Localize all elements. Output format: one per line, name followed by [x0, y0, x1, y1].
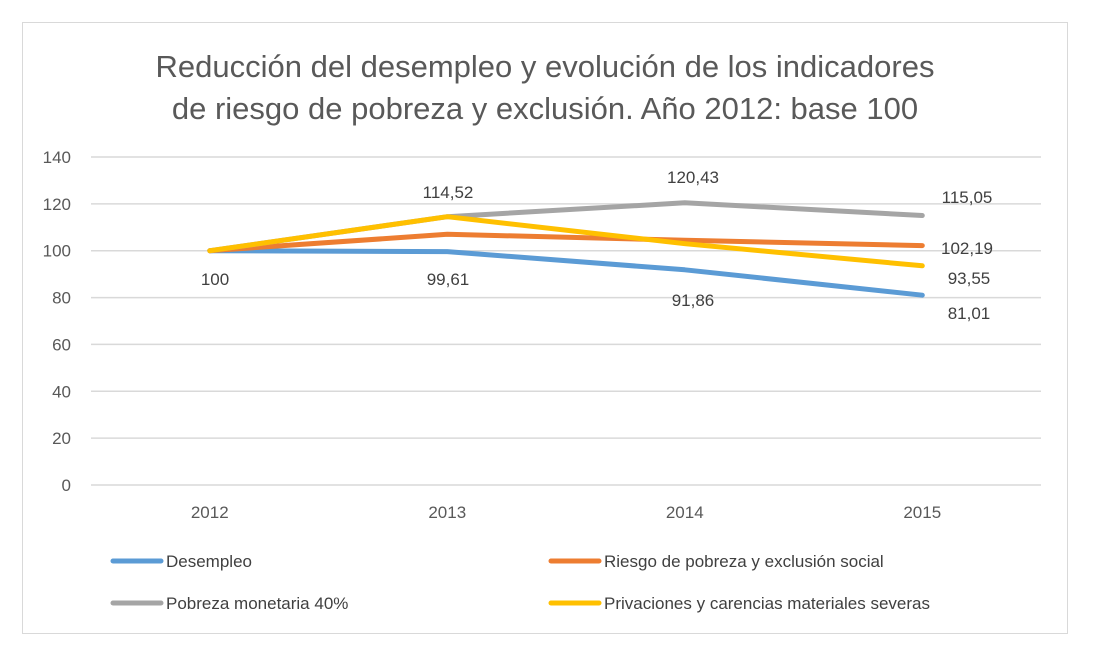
data-label: 114,52 [423, 183, 474, 202]
data-label: 100 [201, 270, 229, 289]
chart-title-line: Reducción del desempleo y evolución de l… [156, 49, 935, 84]
series-line-0 [207, 248, 925, 298]
series-line-3 [207, 214, 925, 269]
y-tick-label: 140 [43, 148, 71, 167]
data-label: 115,05 [942, 188, 993, 207]
data-label: 99,61 [427, 270, 470, 289]
y-tick-label: 40 [52, 382, 71, 401]
y-tick-label: 120 [43, 195, 71, 214]
x-tick-label: 2014 [666, 503, 704, 522]
x-tick-label: 2013 [428, 503, 466, 522]
y-tick-label: 100 [43, 242, 71, 261]
data-label: 120,43 [667, 168, 719, 187]
legend-label: Privaciones y carencias materiales sever… [604, 594, 930, 613]
data-label: 81,01 [948, 304, 991, 323]
x-tick-label: 2012 [191, 503, 229, 522]
series-line-1 [207, 231, 925, 254]
y-tick-label: 60 [52, 335, 71, 354]
data-label: 93,55 [948, 269, 991, 288]
legend-label: Riesgo de pobreza y exclusión social [604, 552, 884, 571]
y-tick-label: 0 [62, 476, 71, 495]
x-tick-label: 2015 [903, 503, 941, 522]
legend-label: Pobreza monetaria 40% [166, 594, 348, 613]
legend-label: Desempleo [166, 552, 252, 571]
data-label: 102,19 [941, 239, 993, 258]
chart-frame: Reducción del desempleo y evolución de l… [22, 22, 1068, 634]
y-tick-label: 80 [52, 289, 71, 308]
y-tick-label: 20 [52, 429, 71, 448]
chart-svg: Reducción del desempleo y evolución de l… [43, 49, 1041, 613]
data-label: 91,86 [672, 291, 715, 310]
chart-title-line: de riesgo de pobreza y exclusión. Año 20… [172, 91, 918, 126]
